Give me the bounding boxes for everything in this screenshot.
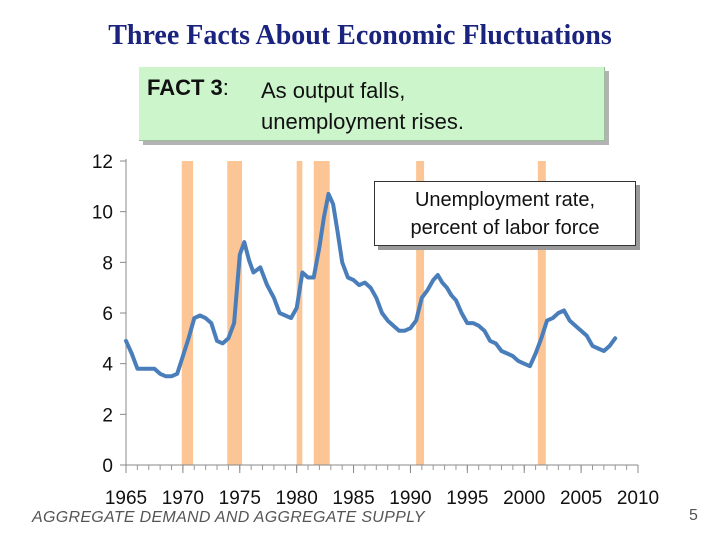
x-tick-label-1995: 1995 [446,488,488,509]
footer-text: AGGREGATE DEMAND AND AGGREGATE SUPPLY [32,509,425,526]
x-tick-label-1980: 1980 [276,488,318,509]
slide-title: Three Facts About Economic Fluctuations [108,20,612,51]
y-tick-label-12: 12 [92,152,113,173]
legend-line-2: percent of labor force [410,217,600,239]
unemployment-series [124,191,618,379]
x-tick-label-1990: 1990 [389,488,431,509]
x-tick-label-2010: 2010 [617,488,659,509]
fact-label: FACT 3: [147,75,229,101]
fact-line-1: As output falls, [261,78,406,103]
fact-label-bold: FACT 3 [147,75,223,100]
unemployment-line-0 [124,191,618,379]
x-tick-label-1975: 1975 [219,488,261,509]
y-tick-label-2: 2 [102,405,113,426]
page-number: 5 [689,507,698,524]
recession-band-5 [537,161,546,465]
recession-band-4 [416,161,425,465]
y-tick-label-4: 4 [102,355,113,376]
recession-band-3 [313,161,330,465]
fact-text: As output falls, unemployment rises. [261,75,464,137]
x-tick-label-1970: 1970 [162,488,204,509]
recession-band-0 [181,161,194,465]
x-tick-label-2000: 2000 [503,488,545,509]
chart-legend: Unemployment rate, percent of labor forc… [374,181,636,246]
recession-band-2 [296,161,303,465]
fact-callout: FACT 3: As output falls, unemployment ri… [139,67,605,141]
y-tick-label-6: 6 [102,304,113,325]
y-tick-label-8: 8 [102,253,113,274]
chart-axes: 0 2 4 6 8 10 12 1965 1970 1975 1980 1985 1990 1995 200… [92,152,659,509]
y-tick-label-10: 10 [92,203,113,224]
x-tick-label-1965: 1965 [105,488,147,509]
x-tick-label-1985: 1985 [332,488,374,509]
fact-label-colon: : [222,75,229,100]
legend-line-1: Unemployment rate, [414,189,596,211]
x-tick-label-2005: 2005 [560,488,602,509]
y-tick-label-0: 0 [102,456,113,477]
fact-line-2: unemployment rises. [261,109,464,134]
